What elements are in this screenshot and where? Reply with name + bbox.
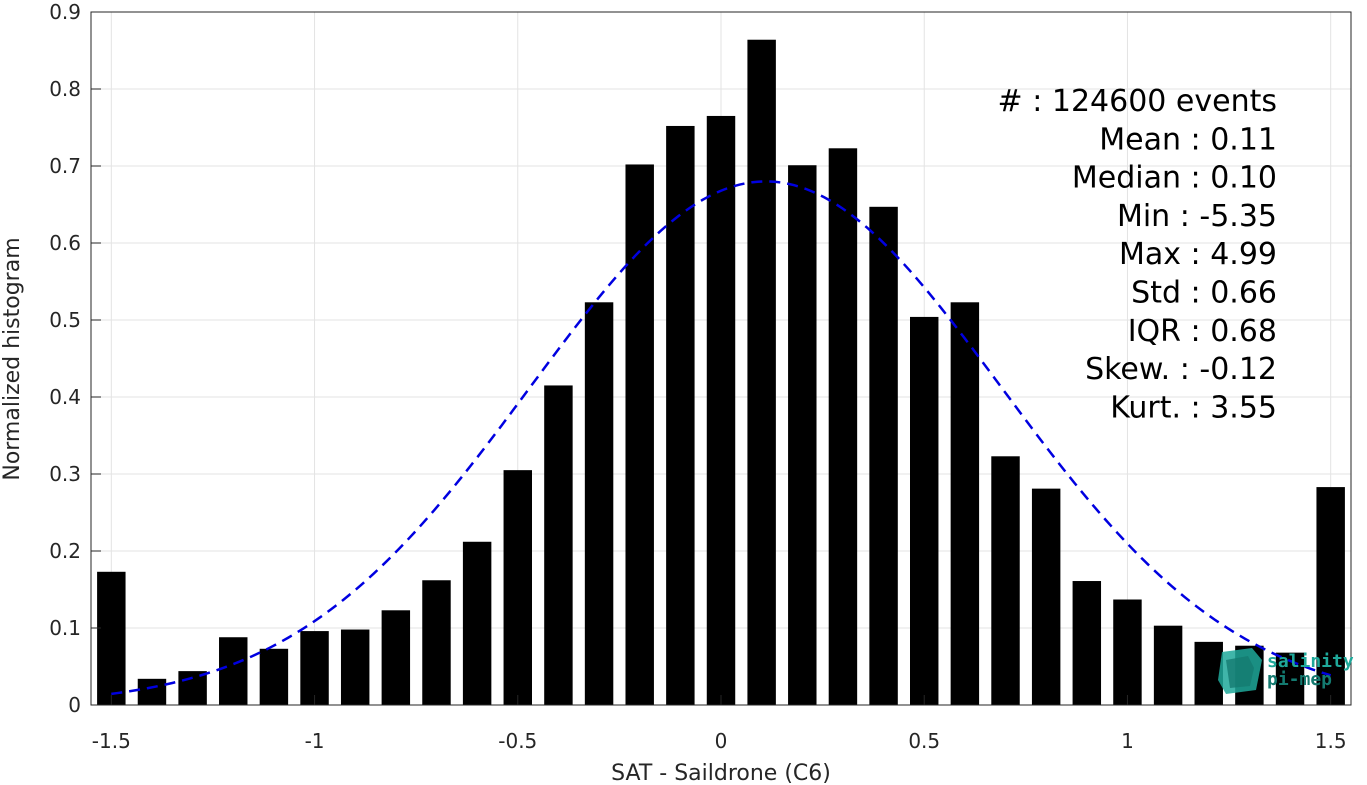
bar-30 [1316,487,1345,705]
stats-line-2: Median : 0.10 [1072,161,1277,196]
x-tick-label-6: 1.5 [1315,729,1347,753]
stats-line-0: # : 124600 events [998,84,1277,119]
stats-line-8: Kurt. : 3.55 [1110,390,1277,425]
y-tick-label-5: 0.5 [49,308,81,332]
bar-3 [219,637,248,705]
x-tick-label-2: -0.5 [498,729,537,753]
bar-8 [422,580,451,705]
logo-mark-inner [1226,656,1254,688]
x-tick-label-3: 0 [715,729,728,753]
bar-22 [991,456,1020,705]
bar-26 [1153,625,1183,705]
y-tick-label-6: 0.6 [49,231,81,255]
bar-5 [300,631,329,705]
salinity-pi-mep-logo: salinity pi-mep [1218,648,1354,694]
y-tick-label-2: 0.2 [49,539,81,563]
bar-13 [625,164,654,705]
bar-7 [381,610,411,705]
y-tick-label-1: 0.1 [49,616,81,640]
bar-17 [788,165,817,706]
logo-text-line1: salinity [1267,651,1354,672]
y-tick-label-3: 0.3 [49,462,81,486]
bar-9 [462,541,492,705]
bar-10 [503,470,532,705]
x-tick-label-5: 1 [1121,729,1134,753]
x-tick-label-0: -1.5 [92,729,131,753]
bar-6 [340,629,370,705]
fit-curve-line [111,180,1332,696]
y-tick-label-4: 0.4 [49,385,81,409]
bar-2 [178,671,207,705]
bar-18 [828,148,858,706]
logo-text-line2: pi-mep [1267,669,1332,690]
bar-24 [1072,581,1102,705]
bar-11 [544,385,573,705]
bar-14 [666,125,695,705]
bar-23 [1031,488,1061,705]
bar-1 [137,678,167,705]
y-tick-label-7: 0.7 [49,154,81,178]
bar-20 [910,316,939,705]
bar-0 [97,571,126,705]
stats-line-5: Std : 0.66 [1131,276,1277,311]
stats-line-1: Mean : 0.11 [1099,122,1277,157]
bars [97,39,1345,706]
bar-4 [259,648,289,705]
y-axis-label: Normalized histogram [0,237,25,480]
bar-15 [706,115,736,705]
x-tick-label-1: -1 [305,729,325,753]
y-axis: 0 0.1 0.2 0.3 0.4 0.5 0.6 0.7 0.8 0.9 [49,0,101,717]
bar-25 [1113,599,1142,705]
stats-line-6: IQR : 0.68 [1128,314,1277,349]
bar-21 [950,302,980,705]
bar-12 [584,302,614,705]
stats-line-7: Skew. : -0.12 [1085,352,1277,387]
stats-line-4: Max : 4.99 [1119,237,1277,272]
y-tick-label-0: 0 [68,693,81,717]
stats-line-3: Min : -5.35 [1117,199,1277,234]
bar-16 [747,39,776,706]
x-axis: -1.5 -1 -0.5 0 0.5 1 1.5 [92,695,1347,753]
x-axis-label: SAT - Saildrone (C6) [611,761,831,785]
y-tick-label-8: 0.8 [49,77,81,101]
normal-fit-curve [111,180,1332,696]
bar-19 [869,206,898,705]
bar-27 [1194,641,1223,705]
x-tick-label-4: 0.5 [908,729,940,753]
y-tick-label-9: 0.9 [49,0,81,24]
